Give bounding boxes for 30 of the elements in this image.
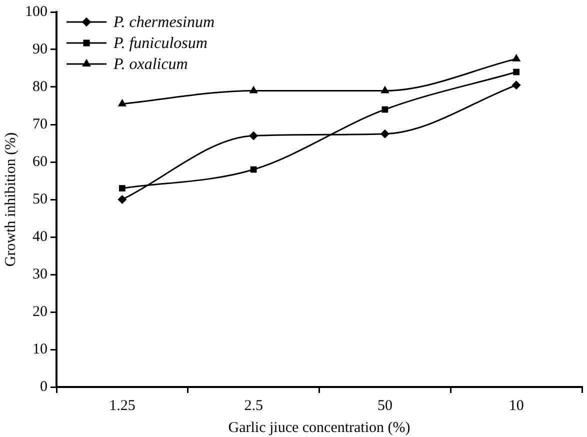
- legend-label: P. chermesinum: [112, 14, 215, 32]
- x-tick-label: 1.25: [109, 398, 136, 414]
- y-tick-label: 30: [32, 266, 48, 282]
- y-tick-label: 20: [32, 304, 48, 320]
- point: [118, 195, 127, 204]
- x-tick-label: 2.5: [244, 398, 263, 414]
- legend-label: P. oxalicum: [112, 56, 188, 74]
- y-tick-label: 60: [32, 154, 48, 170]
- point: [249, 131, 258, 140]
- point: [512, 54, 521, 62]
- legend-label: P. funiculosum: [112, 35, 208, 52]
- y-tick-label: 40: [32, 228, 48, 245]
- y-tick-label: 100: [25, 4, 48, 20]
- y-tick-label: 90: [32, 41, 48, 58]
- y-tick-label: 50: [32, 191, 48, 208]
- y-tick-label: 0: [40, 378, 48, 395]
- y-tick-label: 80: [32, 78, 48, 95]
- y-tick-label: 70: [32, 116, 48, 132]
- point: [249, 86, 258, 94]
- point: [512, 80, 521, 90]
- point: [513, 68, 520, 76]
- y-tick-label: 10: [32, 341, 48, 358]
- point: [118, 98, 127, 106]
- x-tick-label: 50: [377, 398, 392, 414]
- point: [380, 129, 390, 138]
- point: [119, 185, 126, 192]
- x-tick-label: 10: [508, 398, 524, 414]
- y-axis-title: Growth inhibition (%): [2, 132, 19, 267]
- point: [380, 86, 390, 94]
- x-axis-title: Garlic jiuce concentration (%): [228, 420, 410, 436]
